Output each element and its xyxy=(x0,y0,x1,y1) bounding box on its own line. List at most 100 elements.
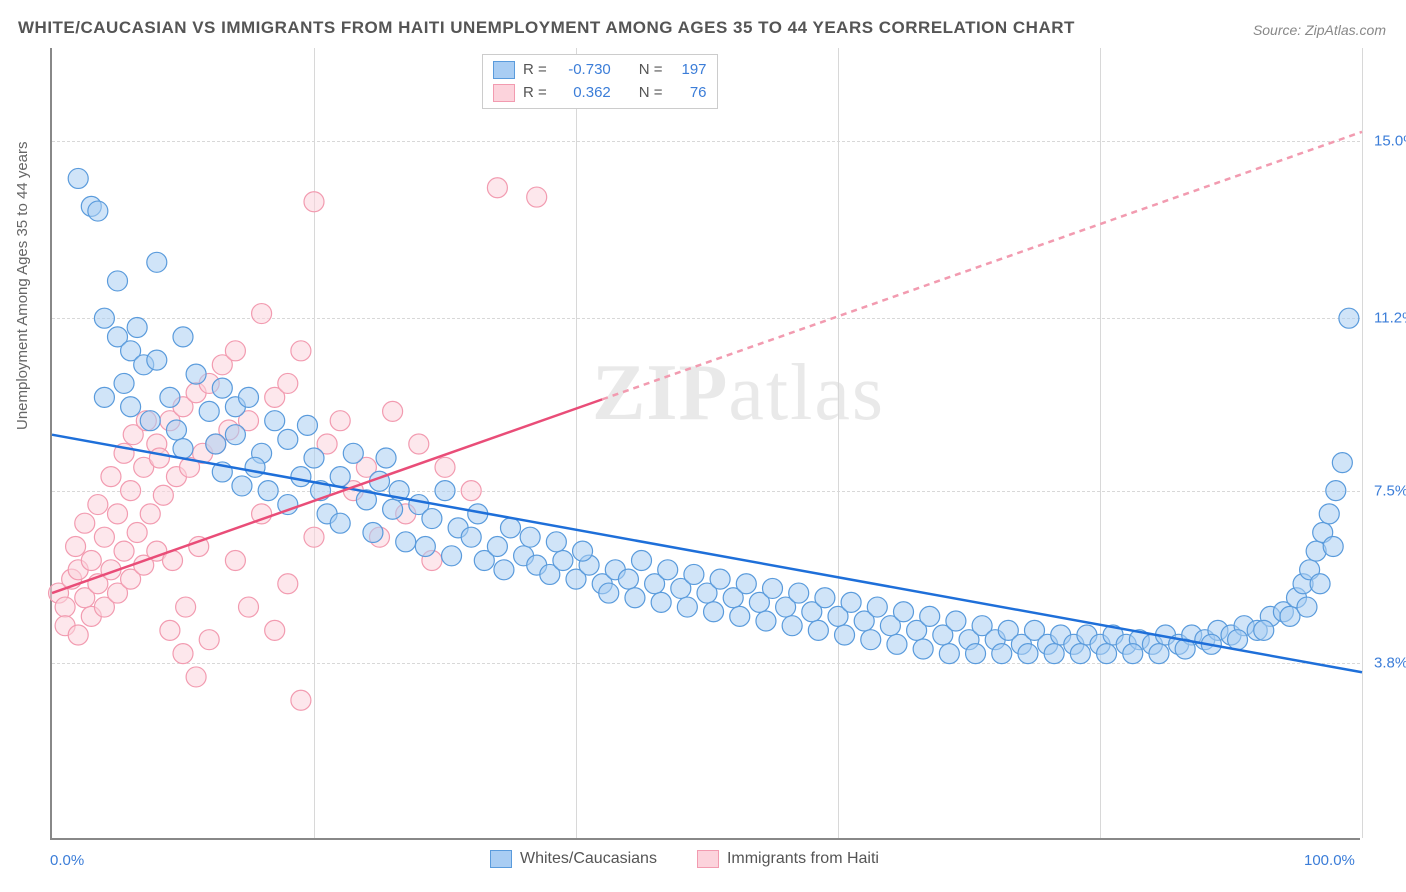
data-point xyxy=(206,434,226,454)
data-point xyxy=(225,341,245,361)
data-point xyxy=(363,523,383,543)
gridline-v xyxy=(1362,48,1363,838)
data-point xyxy=(546,532,566,552)
data-point xyxy=(265,411,285,431)
data-point xyxy=(291,467,311,487)
data-point xyxy=(435,481,455,501)
data-point xyxy=(343,443,363,463)
data-point xyxy=(114,541,134,561)
data-point xyxy=(789,583,809,603)
data-point xyxy=(153,485,173,505)
data-point xyxy=(599,583,619,603)
trend-line xyxy=(602,132,1362,400)
data-point xyxy=(461,527,481,547)
data-point xyxy=(225,425,245,445)
data-point xyxy=(677,597,697,617)
data-point xyxy=(304,527,324,547)
data-point xyxy=(108,271,128,291)
data-point xyxy=(173,327,193,347)
data-point xyxy=(68,168,88,188)
data-point xyxy=(1044,644,1064,664)
data-point xyxy=(442,546,462,566)
data-point xyxy=(946,611,966,631)
data-point xyxy=(992,644,1012,664)
data-point xyxy=(121,481,141,501)
legend-swatch-pink xyxy=(493,84,515,102)
data-point xyxy=(278,373,298,393)
data-point xyxy=(1018,644,1038,664)
data-point xyxy=(1070,644,1090,664)
data-point xyxy=(265,620,285,640)
plot-area: ZIPatlas R = -0.730 N = 197 R = 0.362 N … xyxy=(50,48,1360,840)
data-point xyxy=(383,499,403,519)
data-point xyxy=(894,602,914,622)
legend-item-blue: Whites/Caucasians xyxy=(490,850,657,868)
data-point xyxy=(487,178,507,198)
data-point xyxy=(140,411,160,431)
data-point xyxy=(913,639,933,659)
data-point xyxy=(245,457,265,477)
data-point xyxy=(108,504,128,524)
data-point xyxy=(520,527,540,547)
legend-swatch-pink-icon xyxy=(697,850,719,868)
data-point xyxy=(1097,644,1117,664)
data-point xyxy=(920,606,940,626)
data-point xyxy=(887,634,907,654)
data-point xyxy=(527,187,547,207)
data-point xyxy=(730,606,750,626)
x-tick-label: 100.0% xyxy=(1304,852,1355,869)
data-point xyxy=(841,592,861,612)
data-point xyxy=(966,644,986,664)
data-point xyxy=(291,690,311,710)
data-point xyxy=(409,434,429,454)
data-point xyxy=(330,467,350,487)
y-tick-label: 15.0% xyxy=(1374,133,1406,150)
data-point xyxy=(415,536,435,556)
data-point xyxy=(867,597,887,617)
data-point xyxy=(176,597,196,617)
data-point xyxy=(232,476,252,496)
data-point xyxy=(304,192,324,212)
data-point xyxy=(149,448,169,468)
data-point xyxy=(710,569,730,589)
data-point xyxy=(1332,453,1352,473)
data-point xyxy=(147,350,167,370)
data-point xyxy=(121,397,141,417)
data-point xyxy=(1326,481,1346,501)
data-point xyxy=(55,597,75,617)
data-point xyxy=(81,550,101,570)
data-point xyxy=(239,597,259,617)
data-point xyxy=(939,644,959,664)
trend-line xyxy=(52,435,1362,673)
legend-row-pink: R = 0.362 N = 76 xyxy=(493,82,707,105)
data-point xyxy=(1323,536,1343,556)
legend-row-blue: R = -0.730 N = 197 xyxy=(493,59,707,82)
data-point xyxy=(782,616,802,636)
data-point xyxy=(808,620,828,640)
data-point xyxy=(101,467,121,487)
data-point xyxy=(396,532,416,552)
data-point xyxy=(1319,504,1339,524)
chart-title: WHITE/CAUCASIAN VS IMMIGRANTS FROM HAITI… xyxy=(18,18,1075,38)
data-point xyxy=(199,630,219,650)
data-point xyxy=(501,518,521,538)
data-point xyxy=(1254,620,1274,640)
data-point xyxy=(736,574,756,594)
data-point xyxy=(658,560,678,580)
data-point xyxy=(756,611,776,631)
data-point xyxy=(252,304,272,324)
data-point xyxy=(212,378,232,398)
data-point xyxy=(704,602,724,622)
data-point xyxy=(75,513,95,533)
data-point xyxy=(173,644,193,664)
data-point xyxy=(330,513,350,533)
data-point xyxy=(127,523,147,543)
data-point xyxy=(278,574,298,594)
data-point xyxy=(173,439,193,459)
data-point xyxy=(618,569,638,589)
data-point xyxy=(160,387,180,407)
y-tick-label: 11.2% xyxy=(1374,310,1406,327)
data-point xyxy=(291,341,311,361)
legend-item-pink: Immigrants from Haiti xyxy=(697,850,879,868)
data-point xyxy=(383,401,403,421)
